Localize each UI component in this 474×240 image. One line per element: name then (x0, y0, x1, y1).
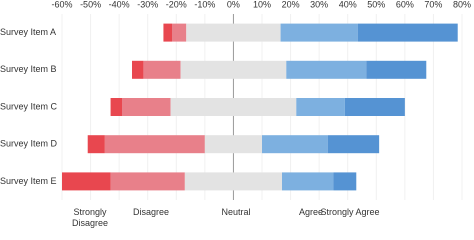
bar-segment (186, 23, 281, 42)
x-tick-label: 70% (424, 0, 442, 9)
y-tick-label: Survey Item E (0, 176, 57, 186)
bar-segment (110, 98, 122, 116)
bar-segment (62, 172, 111, 191)
bar-segment (132, 60, 144, 79)
bar-segment (327, 135, 380, 154)
bar-segment (280, 23, 358, 42)
bar-segment (204, 135, 262, 154)
legend-label: Neutral (221, 207, 251, 217)
x-tick-label: -20% (166, 0, 187, 9)
legend-label: Disagree (132, 207, 170, 217)
y-tick-label: Survey Item B (0, 64, 57, 74)
bar-segment (87, 135, 105, 154)
x-tick-label: -60% (51, 0, 72, 9)
x-tick-label: -40% (109, 0, 130, 9)
bar-segment (333, 172, 357, 191)
bar-segment (344, 98, 405, 116)
bar-segment (296, 98, 345, 116)
bar-segment (286, 60, 367, 79)
legend-label: Agree (298, 207, 324, 217)
bar-segment (143, 60, 181, 79)
x-tick-label: -10% (194, 0, 215, 9)
bar-segment (170, 98, 297, 116)
x-tick-label: -50% (80, 0, 101, 9)
x-tick-label: 80% (453, 0, 471, 9)
x-tick-label: -30% (137, 0, 158, 9)
x-tick-label: 50% (367, 0, 385, 9)
bar-segment (180, 60, 287, 79)
bar-segment (110, 172, 185, 191)
x-tick-label: 0% (227, 0, 240, 9)
bar-segment (262, 135, 328, 154)
y-tick-label: Survey Item D (0, 139, 58, 149)
x-tick-label: 40% (339, 0, 357, 9)
legend-label: Strongly Disagree (71, 207, 109, 228)
x-tick-label: 60% (396, 0, 414, 9)
bar-segment (282, 172, 334, 191)
bar-segment (184, 172, 282, 191)
x-tick-label: 30% (310, 0, 328, 9)
bar-segment (122, 98, 171, 116)
legend-label: Strongly Agree (320, 207, 380, 217)
y-tick-label: Survey Item C (0, 101, 58, 111)
y-tick-label: Survey Item A (0, 27, 56, 37)
x-tick-label: 10% (253, 0, 271, 9)
bar-segment (172, 23, 187, 42)
bar-segment (163, 23, 172, 42)
x-tick-label: 20% (282, 0, 300, 9)
bar-segment (104, 135, 205, 154)
bar-segment (357, 23, 458, 42)
bar-segment (366, 60, 427, 79)
